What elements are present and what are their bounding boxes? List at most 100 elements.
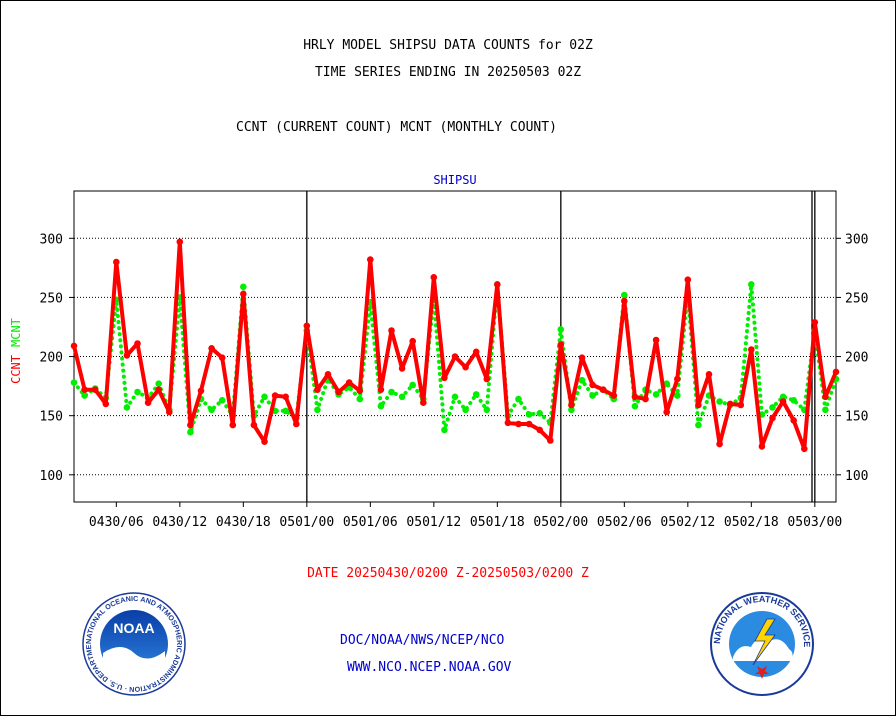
point-ccnt-19 bbox=[271, 392, 279, 399]
point-ccnt-53 bbox=[631, 393, 639, 401]
point-mcnt-49 bbox=[589, 392, 596, 399]
point-ccnt-58 bbox=[684, 276, 692, 284]
point-mcnt-30 bbox=[388, 388, 395, 396]
point-mcnt-48 bbox=[578, 376, 586, 384]
x-tick-label-0501/00: 0501/00 bbox=[279, 515, 334, 530]
point-ccnt-56 bbox=[663, 408, 670, 416]
point-ccnt-10 bbox=[176, 238, 184, 246]
x-tick-label-0503/00: 0503/00 bbox=[787, 515, 842, 530]
point-ccnt-72 bbox=[832, 368, 840, 376]
point-ccnt-2 bbox=[91, 386, 99, 394]
point-ccnt-18 bbox=[261, 438, 268, 446]
point-ccnt-6 bbox=[134, 340, 141, 347]
point-ccnt-64 bbox=[748, 346, 755, 353]
chart-title: SHIPSU bbox=[433, 173, 476, 187]
header-title-line2: TIME SERIES ENDING IN 20250503 02Z bbox=[314, 65, 582, 80]
point-mcnt-11 bbox=[187, 428, 194, 436]
point-ccnt-30 bbox=[388, 327, 395, 334]
y-tick-label-right-300: 300 bbox=[845, 232, 868, 247]
point-ccnt-57 bbox=[674, 375, 681, 383]
point-ccnt-55 bbox=[652, 336, 660, 344]
point-mcnt-32 bbox=[409, 381, 417, 389]
point-mcnt-39 bbox=[483, 406, 491, 414]
point-mcnt-6 bbox=[134, 388, 141, 396]
point-ccnt-66 bbox=[769, 414, 776, 422]
point-mcnt-27 bbox=[356, 395, 364, 403]
point-ccnt-49 bbox=[589, 381, 596, 389]
y-tick-label-left-300: 300 bbox=[40, 232, 63, 247]
point-ccnt-41 bbox=[504, 419, 512, 427]
point-ccnt-16 bbox=[240, 290, 247, 298]
point-mcnt-36 bbox=[451, 393, 459, 401]
website-link[interactable]: WWW.NCO.NCEP.NOAA.GOV bbox=[347, 660, 512, 675]
y-tick-label-left-100: 100 bbox=[40, 469, 63, 484]
x-tick-label-0502/18: 0502/18 bbox=[724, 515, 779, 530]
y-tick-label-left-200: 200 bbox=[40, 351, 63, 366]
point-ccnt-59 bbox=[695, 401, 702, 409]
point-ccnt-4 bbox=[113, 258, 120, 266]
point-ccnt-11 bbox=[187, 421, 194, 429]
point-ccnt-51 bbox=[610, 392, 618, 399]
point-ccnt-25 bbox=[335, 388, 342, 396]
point-ccnt-27 bbox=[356, 387, 364, 395]
point-ccnt-5 bbox=[123, 352, 131, 359]
x-tick-label-0430/18: 0430/18 bbox=[216, 515, 271, 530]
x-tick-label-0501/06: 0501/06 bbox=[343, 515, 398, 530]
point-ccnt-54 bbox=[642, 395, 649, 403]
point-ccnt-65 bbox=[758, 443, 766, 450]
point-mcnt-35 bbox=[441, 426, 448, 434]
y-tick-label-left-250: 250 bbox=[40, 291, 63, 306]
point-mcnt-43 bbox=[525, 411, 533, 418]
point-ccnt-42 bbox=[515, 420, 522, 428]
x-tick-label-0502/00: 0502/00 bbox=[533, 515, 588, 530]
point-ccnt-31 bbox=[398, 365, 406, 372]
point-ccnt-33 bbox=[420, 399, 427, 407]
point-ccnt-63 bbox=[737, 401, 745, 409]
point-mcnt-53 bbox=[631, 402, 639, 410]
point-mcnt-13 bbox=[208, 406, 215, 414]
point-ccnt-22 bbox=[303, 322, 311, 330]
point-mcnt-23 bbox=[314, 406, 321, 414]
y-tick-label-right-250: 250 bbox=[845, 291, 868, 306]
point-ccnt-68 bbox=[790, 417, 797, 424]
x-tick-label-0501/18: 0501/18 bbox=[470, 515, 525, 530]
point-ccnt-35 bbox=[441, 374, 448, 382]
point-ccnt-36 bbox=[451, 353, 459, 360]
point-ccnt-14 bbox=[218, 354, 226, 362]
y-tick-label-right-200: 200 bbox=[845, 351, 868, 366]
point-ccnt-71 bbox=[822, 393, 829, 401]
org-label: DOC/NOAA/NWS/NCEP/NCO bbox=[340, 633, 505, 648]
point-mcnt-44 bbox=[536, 410, 543, 417]
point-mcnt-29 bbox=[377, 402, 385, 410]
point-ccnt-44 bbox=[536, 426, 543, 434]
point-mcnt-68 bbox=[790, 397, 797, 404]
point-ccnt-60 bbox=[705, 371, 713, 378]
point-mcnt-61 bbox=[716, 398, 723, 405]
point-mcnt-1 bbox=[81, 392, 88, 399]
noaa-logo-text: NOAA bbox=[113, 620, 154, 636]
point-mcnt-46 bbox=[557, 326, 565, 333]
point-ccnt-34 bbox=[430, 274, 438, 281]
point-ccnt-12 bbox=[197, 387, 205, 395]
point-ccnt-43 bbox=[525, 420, 533, 428]
point-ccnt-17 bbox=[250, 421, 258, 429]
y-tick-label-right-100: 100 bbox=[845, 469, 868, 484]
y-tick-label-right-150: 150 bbox=[845, 410, 868, 425]
point-mcnt-18 bbox=[261, 393, 268, 401]
point-ccnt-48 bbox=[578, 354, 586, 362]
point-ccnt-38 bbox=[472, 348, 480, 356]
point-ccnt-32 bbox=[409, 337, 417, 345]
point-ccnt-9 bbox=[166, 408, 173, 416]
point-ccnt-23 bbox=[314, 386, 321, 394]
point-mcnt-16 bbox=[240, 283, 247, 291]
point-ccnt-3 bbox=[102, 400, 110, 408]
noaa-logo: NATIONAL OCEANIC AND ATMOSPHERIC ADMINIS… bbox=[81, 591, 186, 696]
point-ccnt-15 bbox=[229, 421, 237, 429]
plot-area-border bbox=[73, 190, 837, 503]
point-ccnt-50 bbox=[599, 386, 607, 394]
point-mcnt-66 bbox=[769, 404, 776, 411]
y-axis-label: CCNT MCNT bbox=[9, 318, 23, 384]
point-ccnt-45 bbox=[547, 437, 554, 444]
point-ccnt-62 bbox=[726, 400, 734, 408]
